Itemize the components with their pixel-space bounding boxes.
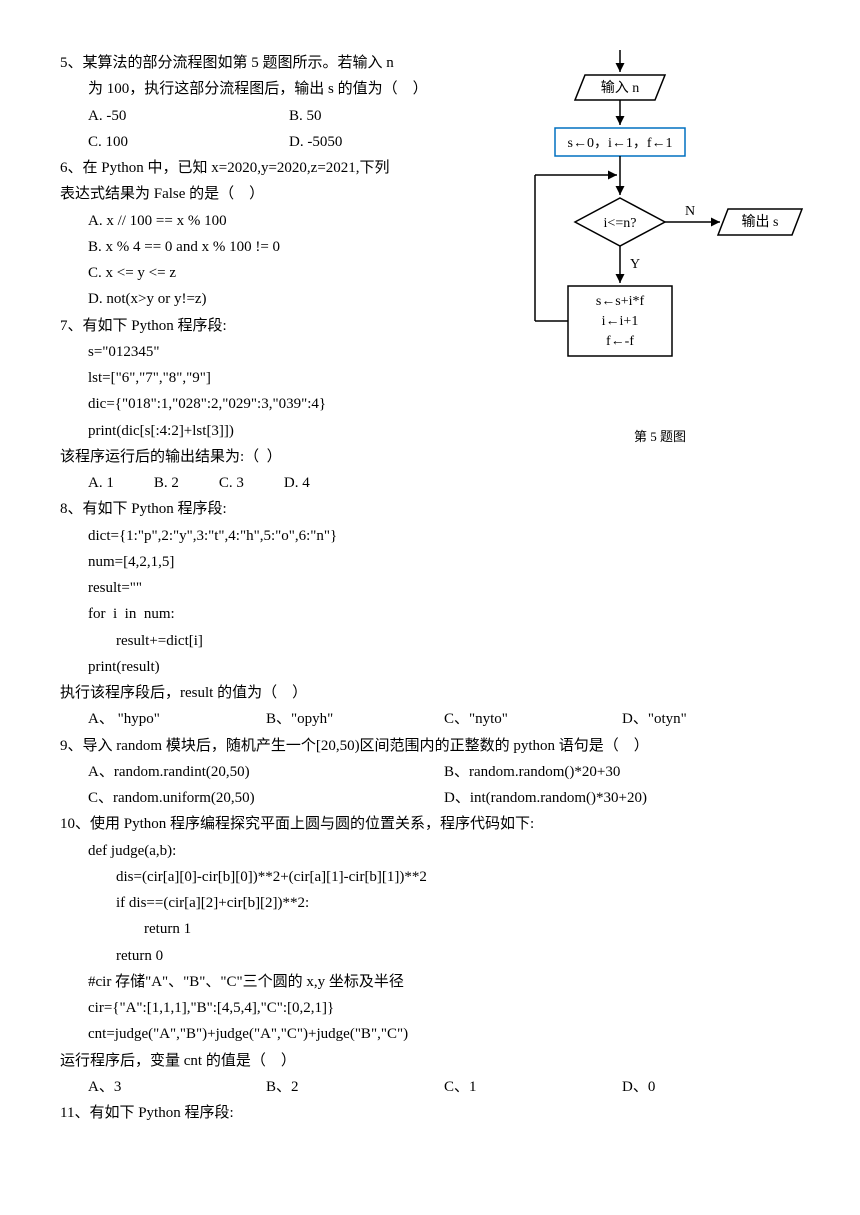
q9-optA: A、random.randint(20,50) [88, 759, 444, 785]
q9-text1: 9、导入 random 模块后，随机产生一个[20,50)区间范围内的正整数的 … [60, 733, 800, 759]
q9-optD: D、int(random.random()*30+20) [444, 785, 800, 811]
q5-text2: 为 100，执行这部分流程图后，输出 s 的值为（ ） [60, 76, 490, 102]
flow-proc2: i←i+1 [602, 314, 639, 329]
q8-text1: 8、有如下 Python 程序段: [60, 496, 800, 522]
q5-options-row2: C. 100 D. -5050 [60, 129, 490, 155]
q11-text1: 11、有如下 Python 程序段: [60, 1100, 800, 1126]
q6-text2: 表达式结果为 False 的是（ ） [60, 181, 490, 207]
q10-text1: 10、使用 Python 程序编程探究平面上圆与圆的位置关系，程序代码如下: [60, 811, 800, 837]
flow-proc1: s←s+i*f [596, 294, 645, 309]
q10-options: A、3 B、2 C、1 D、0 [60, 1074, 800, 1100]
q8-optA: A、 "hypo" [88, 706, 266, 732]
q8-code5: result+=dict[i] [60, 628, 800, 654]
q5-optD: D. -5050 [289, 129, 490, 155]
q6-optB: B. x % 4 == 0 and x % 100 != 0 [60, 234, 490, 260]
q8-code2: num=[4,2,1,5] [60, 549, 800, 575]
q8-optC: C、"nyto" [444, 706, 622, 732]
flow-input: 输入 n [601, 80, 640, 96]
q5-optA: A. -50 [88, 103, 289, 129]
q8-code1: dict={1:"p",2:"y",3:"t",4:"h",5:"o",6:"n… [60, 523, 800, 549]
q10-optD: D、0 [622, 1074, 800, 1100]
q6-optD: D. not(x>y or y!=z) [60, 286, 490, 312]
q10-code6: #cir 存储"A"、"B"、"C"三个圆的 x,y 坐标及半径 [60, 969, 800, 995]
flow-init: s←0，i←1，f←1 [568, 136, 673, 151]
q6-optA: A. x // 100 == x % 100 [60, 208, 490, 234]
q10-code4: return 1 [60, 916, 800, 942]
flowchart-caption: 第 5 题图 [510, 426, 810, 449]
q10-optA: A、3 [88, 1074, 266, 1100]
q8-options: A、 "hypo" B、"opyh" C、"nyto" D、"otyn" [60, 706, 800, 732]
flowchart-figure: 输入 n s←0，i←1，f←1 i<=n? N 输出 s Y s←s+i*f … [510, 50, 810, 449]
flow-yes: Y [630, 257, 640, 272]
q10-code5: return 0 [60, 943, 800, 969]
q6-optC: C. x <= y <= z [60, 260, 490, 286]
q10-optB: B、2 [266, 1074, 444, 1100]
q10-code1: def judge(a,b): [60, 838, 800, 864]
flow-output: 输出 s [742, 214, 779, 230]
q10-optC: C、1 [444, 1074, 622, 1100]
q5-optC: C. 100 [88, 129, 289, 155]
q5-text1: 5、某算法的部分流程图如第 5 题图所示。若输入 n [60, 50, 490, 76]
q10-code8: cnt=judge("A","B")+judge("A","C")+judge(… [60, 1021, 800, 1047]
q7-optA: A. 1 [88, 470, 114, 496]
q7-optB: B. 2 [154, 470, 179, 496]
q8-code6: print(result) [60, 654, 800, 680]
q10-text2: 运行程序后，变量 cnt 的值是（ ） [60, 1048, 800, 1074]
flow-no: N [685, 204, 695, 219]
q9-options-row1: A、random.randint(20,50) B、random.random(… [60, 759, 800, 785]
q5-options-row1: A. -50 B. 50 [60, 103, 490, 129]
q9-optC: C、random.uniform(20,50) [88, 785, 444, 811]
q7-optD: D. 4 [284, 470, 310, 496]
q8-optB: B、"opyh" [266, 706, 444, 732]
q6-text1: 6、在 Python 中，已知 x=2020,y=2020,z=2021,下列 [60, 155, 490, 181]
q7-optC: C. 3 [219, 470, 244, 496]
q9-options-row2: C、random.uniform(20,50) D、int(random.ran… [60, 785, 800, 811]
flow-proc3: f←-f [606, 334, 634, 349]
q8-text2: 执行该程序段后，result 的值为（ ） [60, 680, 800, 706]
q5-optB: B. 50 [289, 103, 490, 129]
q7-options: A. 1 B. 2 C. 3 D. 4 [60, 470, 800, 496]
flow-cond: i<=n? [604, 216, 637, 231]
q10-code7: cir={"A":[1,1,1],"B":[4,5,4],"C":[0,2,1]… [60, 995, 800, 1021]
q9-optB: B、random.random()*20+30 [444, 759, 800, 785]
q8-optD: D、"otyn" [622, 706, 800, 732]
q8-code4: for i in num: [60, 601, 800, 627]
q8-code3: result="" [60, 575, 800, 601]
q10-code2: dis=(cir[a][0]-cir[b][0])**2+(cir[a][1]-… [60, 864, 800, 890]
q10-code3: if dis==(cir[a][2]+cir[b][2])**2: [60, 890, 800, 916]
